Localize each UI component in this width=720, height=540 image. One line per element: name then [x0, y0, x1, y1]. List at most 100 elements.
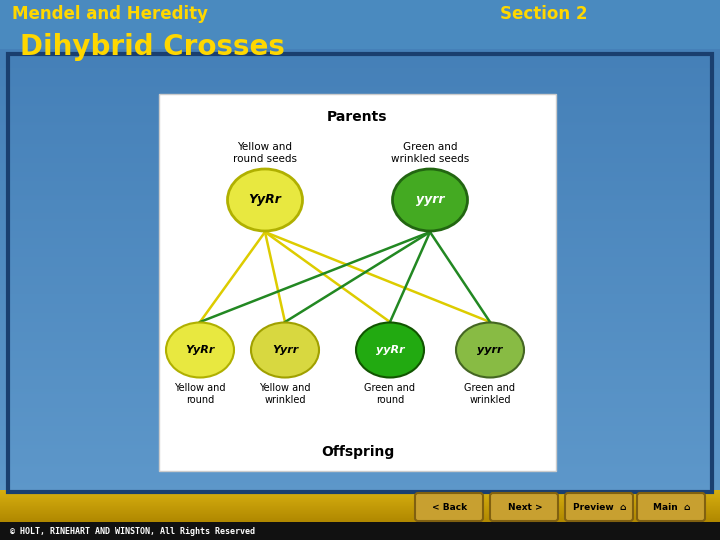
Bar [0, 252, 720, 253]
Bar [0, 329, 720, 330]
Bar [0, 292, 720, 293]
Bar [0, 494, 720, 495]
Bar [0, 85, 720, 86]
Bar [0, 290, 720, 291]
Bar [0, 55, 720, 56]
Bar [0, 534, 720, 535]
Bar [0, 462, 720, 463]
Bar [0, 322, 720, 323]
Bar [0, 455, 720, 456]
Bar [0, 121, 720, 122]
FancyBboxPatch shape [415, 493, 483, 521]
Bar [0, 529, 720, 530]
Bar [0, 324, 720, 325]
Bar [0, 171, 720, 172]
Bar [0, 307, 720, 308]
Bar [0, 120, 720, 121]
Bar [0, 251, 720, 252]
Bar [0, 361, 720, 362]
Bar [0, 53, 720, 54]
Bar [0, 507, 720, 508]
Bar [0, 143, 720, 144]
Bar [0, 342, 720, 343]
Bar [0, 233, 720, 234]
Bar [0, 516, 720, 517]
Bar [0, 333, 720, 334]
Bar [0, 386, 720, 387]
Bar [0, 198, 720, 199]
Bar [0, 157, 720, 158]
Bar [0, 536, 720, 537]
Bar [0, 223, 720, 224]
Bar [0, 126, 720, 127]
Bar [0, 106, 720, 107]
Bar [0, 117, 720, 118]
Bar [0, 297, 720, 298]
Bar [0, 105, 720, 106]
Bar [0, 245, 720, 246]
Bar [0, 337, 720, 338]
Text: round: round [186, 395, 214, 405]
Text: Parents: Parents [328, 110, 388, 124]
Bar [0, 413, 720, 414]
Bar [0, 453, 720, 454]
Bar [0, 429, 720, 430]
Bar [0, 507, 720, 508]
Bar [0, 328, 720, 329]
Bar [0, 76, 720, 77]
Bar [0, 266, 720, 267]
Bar [0, 395, 720, 396]
Bar [0, 515, 720, 516]
Bar [0, 254, 720, 255]
Bar [0, 74, 720, 75]
Text: yyrr: yyrr [415, 193, 444, 206]
Bar [0, 154, 720, 155]
Bar [0, 229, 720, 230]
Bar [0, 417, 720, 418]
Bar [0, 94, 720, 95]
Bar [0, 86, 720, 87]
Bar [0, 151, 720, 152]
Bar [0, 181, 720, 182]
Bar [0, 98, 720, 99]
Bar [0, 200, 720, 201]
Bar [0, 255, 720, 256]
Bar [0, 450, 720, 451]
Bar [0, 467, 720, 468]
Bar [0, 273, 720, 274]
Bar [0, 103, 720, 104]
Bar [0, 419, 720, 420]
Bar [0, 108, 720, 109]
Bar [0, 293, 720, 294]
Bar [0, 523, 720, 524]
Bar [0, 112, 720, 113]
Bar [0, 95, 720, 96]
Bar [0, 414, 720, 415]
Bar [0, 531, 720, 532]
Bar [0, 436, 720, 437]
Bar [0, 521, 720, 522]
Text: round: round [376, 395, 404, 405]
Bar [0, 237, 720, 238]
Bar [0, 285, 720, 286]
Bar [0, 159, 720, 160]
Bar [0, 489, 720, 490]
Ellipse shape [228, 169, 302, 231]
Bar [0, 130, 720, 131]
Bar [0, 354, 720, 355]
Bar [0, 90, 720, 91]
Bar [0, 381, 720, 382]
Bar [0, 498, 720, 499]
Bar [0, 503, 720, 504]
Bar [0, 303, 720, 304]
Bar [0, 72, 720, 73]
Bar [0, 81, 720, 82]
Bar [0, 411, 720, 412]
Bar [0, 131, 720, 132]
Bar [0, 492, 720, 493]
Bar [0, 113, 720, 114]
Bar [0, 518, 720, 519]
Bar [0, 146, 720, 147]
Bar [0, 368, 720, 369]
Bar [0, 474, 720, 475]
